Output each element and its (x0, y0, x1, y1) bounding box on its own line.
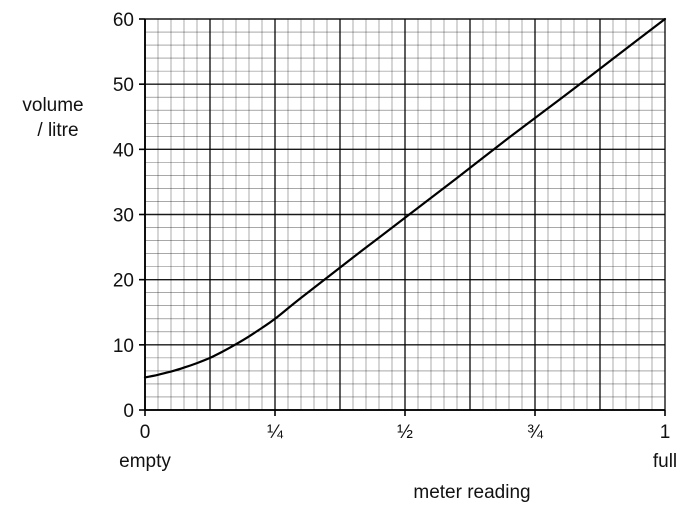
y-tick-label: 60 (113, 10, 134, 31)
y-tick-label: 20 (113, 271, 134, 292)
y-tick-label: 10 (113, 336, 134, 357)
x-tick-label: ¼ (267, 422, 284, 443)
series-layer (143, 17, 667, 379)
y-tick-label: 0 (123, 401, 134, 422)
y-axis-label-line-2: / litre (37, 120, 78, 141)
x-end-label: full (653, 451, 677, 472)
y-tick-label: 40 (113, 140, 134, 161)
grid (144, 18, 666, 411)
x-tick-label: 1 (660, 422, 671, 443)
x-tick-label: 0 (140, 422, 151, 443)
x-start-label: empty (119, 451, 171, 472)
x-axis-label: meter reading (413, 482, 530, 503)
axes (139, 18, 666, 416)
y-tick-label: 30 (113, 206, 134, 227)
y-tick-label: 50 (113, 75, 134, 96)
x-tick-label: ¾ (527, 422, 544, 443)
series-line (143, 17, 667, 379)
x-tick-label: ½ (397, 422, 413, 443)
y-axis-label-line-1: volume (22, 95, 83, 116)
